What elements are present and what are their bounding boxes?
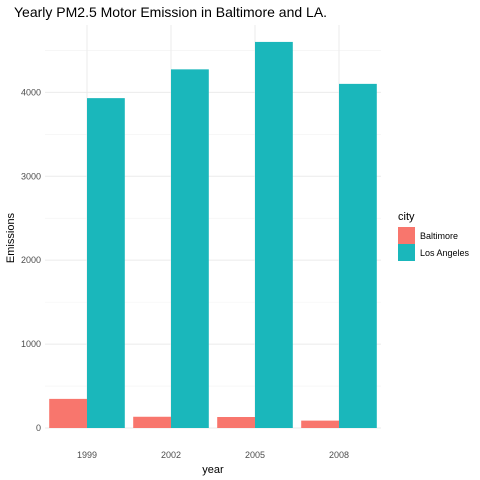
chart-title: Yearly PM2.5 Motor Emission in Baltimore… bbox=[14, 4, 327, 20]
x-tick-label: 2002 bbox=[161, 450, 181, 460]
y-tick-label: 1000 bbox=[21, 339, 41, 349]
y-axis-ticks: 0 1000 2000 3000 4000 bbox=[21, 87, 41, 433]
bar-los-angeles-2002 bbox=[171, 69, 209, 428]
bar-los-angeles-1999 bbox=[87, 98, 125, 429]
bar-baltimore-1999 bbox=[49, 398, 87, 428]
x-tick-label: 2008 bbox=[329, 450, 349, 460]
y-tick-label: 0 bbox=[36, 423, 41, 433]
bar-baltimore-2005 bbox=[217, 417, 255, 428]
bar-baltimore-2008 bbox=[301, 420, 339, 428]
y-tick-label: 4000 bbox=[21, 87, 41, 97]
x-axis-title: year bbox=[202, 464, 224, 476]
bar-baltimore-2002 bbox=[133, 416, 171, 428]
bar-los-angeles-2008 bbox=[339, 83, 377, 428]
x-tick-label: 2005 bbox=[245, 450, 265, 460]
bar-los-angeles-2005 bbox=[255, 41, 293, 429]
legend-key-los-angeles bbox=[398, 244, 415, 261]
legend: city Baltimore Los Angeles bbox=[398, 211, 470, 261]
x-axis-ticks: 1999 2002 2005 2008 bbox=[77, 450, 349, 460]
legend-title: city bbox=[398, 211, 415, 223]
legend-label: Baltimore bbox=[420, 231, 458, 241]
y-tick-label: 3000 bbox=[21, 171, 41, 181]
y-axis-title: Emissions bbox=[5, 212, 17, 263]
legend-label: Los Angeles bbox=[420, 248, 470, 258]
y-tick-label: 2000 bbox=[21, 255, 41, 265]
legend-key-baltimore bbox=[398, 227, 415, 244]
x-tick-label: 1999 bbox=[77, 450, 97, 460]
bars bbox=[49, 41, 377, 429]
